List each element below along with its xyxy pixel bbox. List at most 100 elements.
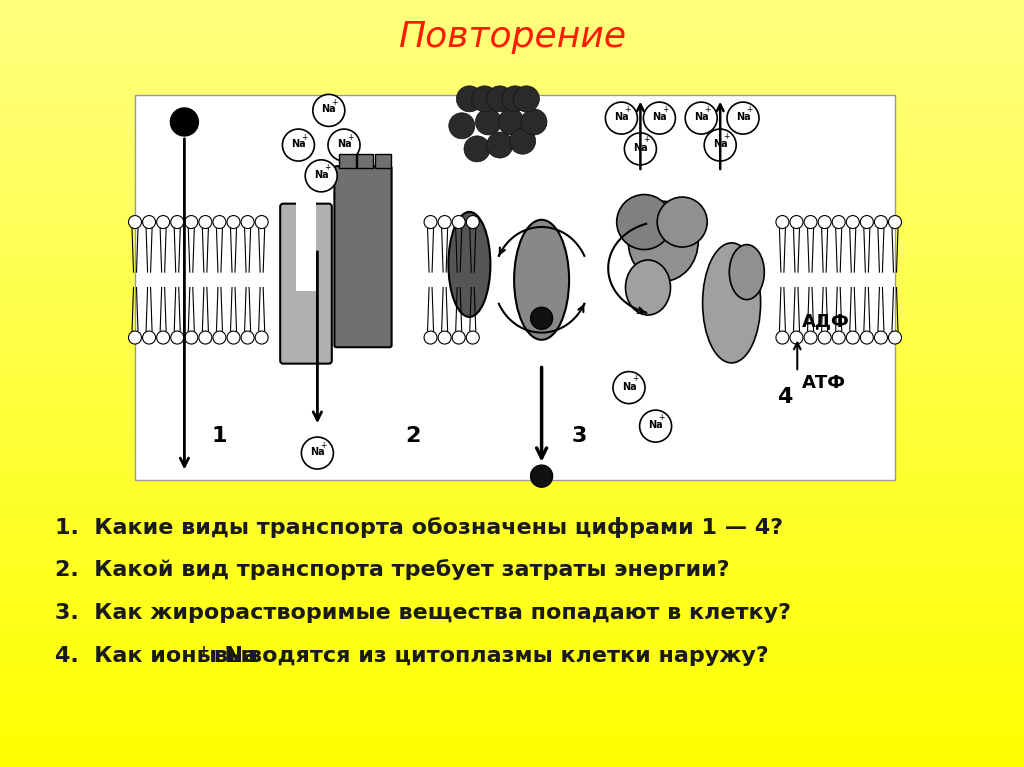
Text: Na: Na (310, 447, 325, 457)
Ellipse shape (628, 201, 698, 281)
Circle shape (466, 331, 479, 344)
Ellipse shape (626, 260, 671, 315)
Circle shape (128, 331, 141, 344)
Bar (135, 95, 895, 480)
Circle shape (510, 128, 536, 154)
Text: +: + (625, 104, 631, 114)
Circle shape (142, 331, 156, 344)
Circle shape (170, 108, 199, 136)
Text: Na: Na (694, 112, 709, 122)
Circle shape (184, 216, 198, 229)
Text: +: + (332, 98, 338, 107)
Circle shape (301, 437, 334, 469)
Text: +: + (198, 644, 210, 658)
FancyBboxPatch shape (335, 166, 391, 347)
Circle shape (889, 216, 901, 229)
Circle shape (846, 216, 859, 229)
Circle shape (818, 216, 831, 229)
Circle shape (424, 331, 437, 344)
Text: Na: Na (314, 170, 329, 179)
Circle shape (241, 331, 254, 344)
Text: +: + (745, 104, 753, 114)
Circle shape (464, 136, 490, 162)
Text: АДФ: АДФ (802, 312, 850, 330)
Circle shape (530, 308, 553, 329)
Circle shape (171, 216, 183, 229)
Text: 3: 3 (572, 426, 588, 446)
Circle shape (227, 216, 240, 229)
Circle shape (453, 331, 465, 344)
Text: Na: Na (633, 143, 648, 153)
Circle shape (283, 129, 314, 161)
Text: 4.  Как ионы Na: 4. Как ионы Na (55, 646, 258, 666)
Circle shape (328, 129, 360, 161)
Circle shape (833, 331, 845, 344)
Circle shape (640, 410, 672, 442)
Circle shape (530, 465, 553, 487)
Circle shape (486, 86, 513, 112)
Circle shape (613, 371, 645, 403)
Text: Na: Na (652, 112, 667, 122)
Text: Na: Na (322, 104, 336, 114)
Circle shape (424, 216, 437, 229)
Circle shape (776, 216, 788, 229)
Circle shape (227, 331, 240, 344)
FancyBboxPatch shape (281, 204, 332, 364)
Bar (356, 154, 374, 168)
Text: Na: Na (713, 139, 727, 149)
Circle shape (502, 86, 528, 112)
Circle shape (305, 160, 337, 192)
Ellipse shape (702, 243, 761, 363)
Circle shape (466, 216, 479, 229)
Bar (296, 199, 316, 291)
Circle shape (860, 216, 873, 229)
Circle shape (685, 102, 717, 134)
Circle shape (142, 216, 156, 229)
Text: +: + (658, 413, 665, 422)
Text: Na: Na (291, 139, 306, 149)
Text: выводятся из цитоплазмы клетки наружу?: выводятся из цитоплазмы клетки наружу? (207, 646, 769, 666)
Circle shape (499, 109, 524, 135)
Circle shape (874, 331, 888, 344)
Circle shape (833, 216, 845, 229)
Text: Na: Na (614, 112, 629, 122)
Ellipse shape (514, 220, 569, 340)
Circle shape (255, 216, 268, 229)
Circle shape (438, 331, 452, 344)
Circle shape (241, 216, 254, 229)
Circle shape (625, 133, 656, 165)
Circle shape (255, 331, 268, 344)
Circle shape (705, 129, 736, 161)
Text: 4: 4 (777, 387, 793, 407)
Circle shape (860, 331, 873, 344)
Text: +: + (632, 374, 638, 383)
Circle shape (199, 216, 212, 229)
Circle shape (790, 331, 803, 344)
Ellipse shape (729, 245, 764, 300)
Circle shape (846, 331, 859, 344)
Circle shape (457, 86, 482, 112)
Circle shape (486, 132, 513, 158)
Text: +: + (301, 133, 307, 142)
Text: Na: Na (735, 112, 751, 122)
Circle shape (643, 102, 676, 134)
Text: 2: 2 (404, 426, 420, 446)
Circle shape (449, 113, 475, 139)
Circle shape (874, 216, 888, 229)
Circle shape (157, 216, 170, 229)
Circle shape (213, 216, 226, 229)
Circle shape (804, 216, 817, 229)
Circle shape (184, 331, 198, 344)
Text: Повторение: Повторение (398, 20, 626, 54)
Text: 2.  Какой вид транспорта требует затраты энергии?: 2. Какой вид транспорта требует затраты … (55, 559, 730, 581)
Circle shape (727, 102, 759, 134)
Text: +: + (663, 104, 669, 114)
Circle shape (199, 331, 212, 344)
Text: 1: 1 (211, 426, 226, 446)
Circle shape (213, 331, 226, 344)
Circle shape (513, 86, 540, 112)
Text: +: + (723, 132, 729, 140)
Text: +: + (347, 133, 353, 142)
Text: 1.  Какие виды транспорта обозначены цифрами 1 — 4?: 1. Какие виды транспорта обозначены цифр… (55, 516, 783, 538)
Bar (375, 154, 391, 168)
